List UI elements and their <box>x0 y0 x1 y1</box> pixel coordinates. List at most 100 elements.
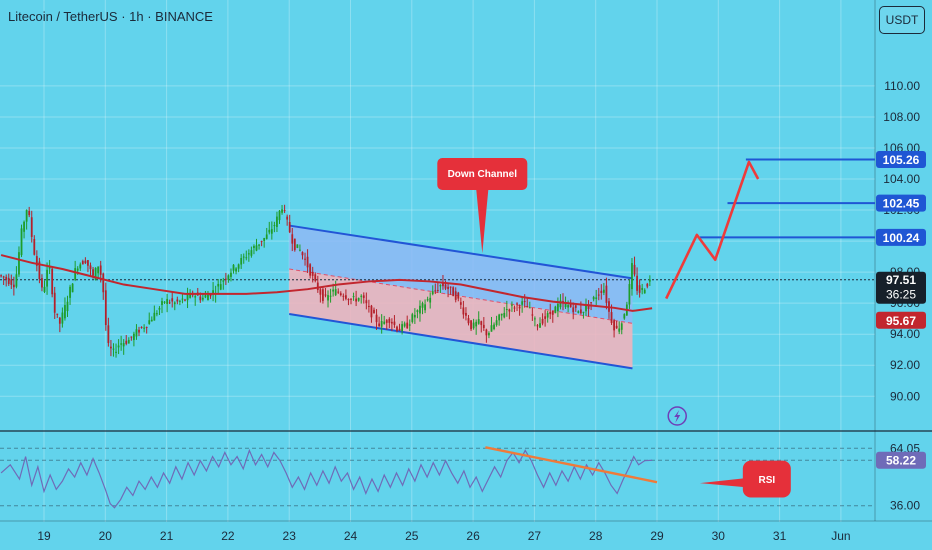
candle-body <box>413 314 416 318</box>
candle-body <box>623 314 626 319</box>
candle-body <box>61 312 64 324</box>
candle-body <box>534 318 536 320</box>
candle-body <box>199 296 202 301</box>
candle-body <box>628 284 631 305</box>
candle-body <box>219 284 222 290</box>
candle-body <box>511 304 513 306</box>
candle-body <box>43 286 46 292</box>
candle-body <box>133 333 135 341</box>
candle-body <box>449 286 452 288</box>
candle-body <box>79 264 82 269</box>
candle-body <box>12 284 15 288</box>
candle-body <box>383 321 386 324</box>
candle-body <box>263 237 266 241</box>
candle-body <box>513 307 516 309</box>
candle-body <box>539 323 541 328</box>
time-tick-label: 29 <box>650 529 664 543</box>
candle-body <box>48 266 51 269</box>
candle-body <box>424 304 426 311</box>
candle-body <box>28 210 31 216</box>
candle-body <box>232 264 235 271</box>
candle-body <box>523 301 526 303</box>
candle-body <box>620 323 623 330</box>
candle-body <box>184 299 186 301</box>
lightning-icon <box>667 406 687 426</box>
candle-body <box>393 321 396 325</box>
lightning-icon-ring <box>667 406 687 426</box>
candle-body <box>564 302 567 308</box>
candle-body <box>554 306 557 314</box>
candle-body <box>319 289 322 295</box>
candle-body <box>110 346 112 349</box>
candle-body <box>0 275 2 277</box>
candle-body <box>595 297 598 299</box>
candle-body <box>107 325 110 344</box>
candle-body <box>153 312 156 321</box>
candle-body <box>398 328 401 331</box>
candle-body <box>281 209 283 213</box>
candle-body <box>283 210 286 212</box>
candle-body <box>618 328 621 332</box>
candle-body <box>138 329 140 333</box>
candle-body <box>590 302 593 304</box>
candle-body <box>276 216 278 227</box>
candle-body <box>2 276 5 278</box>
candle-body <box>18 252 20 275</box>
time-tick-label: 23 <box>283 529 297 543</box>
candle-body <box>516 303 518 305</box>
candle-body <box>178 300 181 302</box>
candle-body <box>58 317 61 324</box>
projection-path <box>665 160 760 300</box>
candle-body <box>549 311 552 315</box>
candle-body <box>587 304 590 309</box>
candle-body <box>556 303 559 312</box>
candle-body <box>493 324 495 329</box>
channel-lower-fill <box>289 269 633 369</box>
candle-body <box>390 321 393 324</box>
candle-body <box>610 312 613 323</box>
candle-body <box>304 258 306 260</box>
rsi-label-box <box>742 460 791 498</box>
candle-body <box>207 294 209 301</box>
candle-body <box>508 309 511 312</box>
candle-body <box>74 268 77 280</box>
candle-body <box>579 309 582 314</box>
rsi-pointer <box>699 478 746 488</box>
rsi-trendline <box>485 446 658 484</box>
candle-body <box>559 300 562 308</box>
candle-body <box>314 274 317 281</box>
candle-body <box>646 283 649 287</box>
candle-body <box>186 294 189 301</box>
candle-body <box>329 295 332 297</box>
candle-body <box>286 216 289 220</box>
candle-body <box>355 298 358 302</box>
candle-body <box>230 272 232 277</box>
time-tick-label: Jun <box>831 529 850 543</box>
candle-body <box>148 320 151 324</box>
candle-body <box>115 351 117 353</box>
candle-body <box>467 318 470 324</box>
chart-title: Litecoin / TetherUS · 1h · BINANCE <box>8 9 213 24</box>
candle-body <box>360 295 363 297</box>
candle-body <box>541 318 544 324</box>
ma-price-tag <box>876 311 926 329</box>
candle-body <box>135 329 138 337</box>
candle-body <box>378 323 381 327</box>
target-price-label: 102.45 <box>883 197 920 211</box>
candle-body <box>268 229 271 233</box>
candle-body <box>567 305 570 308</box>
candle-body <box>602 289 605 293</box>
candle-body <box>163 301 166 303</box>
candle-body <box>209 293 212 297</box>
candle-body <box>577 311 580 313</box>
candle-body <box>373 309 375 314</box>
candle-body <box>66 301 69 312</box>
candle-body <box>130 336 133 338</box>
candle-body <box>485 329 488 336</box>
currency-button[interactable]: USDT <box>879 6 925 34</box>
candle-body <box>20 228 23 256</box>
target-price-label: 100.24 <box>883 231 920 245</box>
candle-body <box>204 295 207 298</box>
candle-body <box>173 302 176 305</box>
